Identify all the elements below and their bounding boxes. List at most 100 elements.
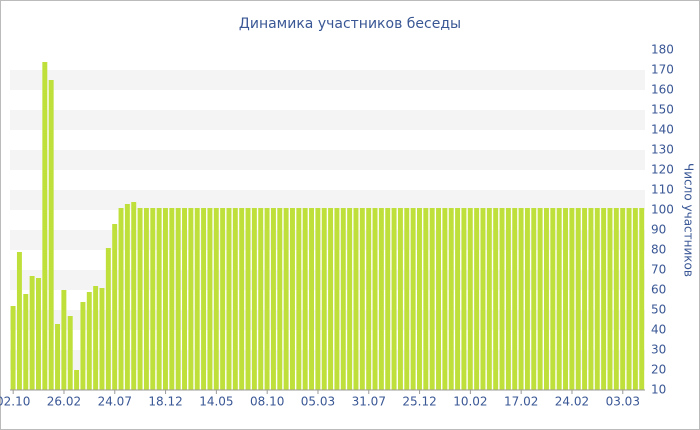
bar (16, 252, 22, 390)
y-tick-label: 100 (651, 203, 674, 217)
bar (201, 208, 207, 390)
grid-band (10, 310, 645, 330)
bar (99, 288, 105, 390)
bar (493, 208, 499, 390)
bar (74, 370, 80, 390)
bar (264, 208, 270, 390)
y-tick-label: 40 (651, 323, 666, 337)
bar (239, 208, 245, 390)
bar (556, 208, 562, 390)
bar (67, 316, 73, 390)
bar (531, 208, 537, 390)
bar (347, 208, 353, 390)
bar (86, 292, 92, 390)
x-tick-label: 03.03 (606, 395, 640, 409)
bar (334, 208, 340, 390)
bar (245, 208, 251, 390)
bar (366, 208, 372, 390)
bar (607, 208, 613, 390)
bar (353, 208, 359, 390)
y-tick-label: 160 (651, 83, 674, 97)
y-tick-label: 70 (651, 263, 666, 277)
bar (23, 294, 29, 390)
chart-title: Динамика участников беседы (239, 16, 461, 32)
bar (582, 208, 588, 390)
x-tick-label: 24.07 (98, 395, 132, 409)
grid-band (10, 150, 645, 170)
bar (283, 208, 289, 390)
bar (251, 208, 257, 390)
bar (340, 208, 346, 390)
bar (55, 324, 60, 390)
x-tick-label: 10.02 (453, 395, 487, 409)
y-tick-label: 140 (651, 123, 674, 137)
bar (499, 208, 505, 390)
y-tick-label: 170 (651, 63, 674, 77)
bar (372, 208, 378, 390)
bar (124, 204, 130, 390)
bar (410, 208, 416, 390)
bar (378, 208, 384, 390)
bar (391, 208, 397, 390)
bar (467, 208, 473, 390)
bar (226, 208, 232, 390)
bar (537, 208, 543, 390)
y-tick-label: 60 (651, 283, 666, 297)
bar (156, 208, 162, 390)
bar (461, 208, 467, 390)
grid-band (10, 350, 645, 370)
bar (61, 290, 67, 390)
bar (632, 208, 638, 390)
bar (417, 208, 422, 390)
bar (524, 208, 530, 390)
y-tick-label: 180 (651, 43, 674, 57)
bar (42, 62, 48, 390)
x-tick-label: 14.05 (199, 395, 233, 409)
bar (112, 224, 118, 390)
bar (315, 208, 321, 390)
y-tick-label: 80 (651, 243, 666, 257)
y-tick-label: 90 (651, 223, 666, 237)
y-tick-label: 150 (651, 103, 674, 117)
bar (302, 208, 308, 390)
bar (309, 208, 314, 390)
x-tick-label: 05.03 (301, 395, 335, 409)
bar (626, 208, 632, 390)
bar (436, 208, 441, 390)
x-tick-label: 17.02 (504, 395, 538, 409)
grid-band (10, 270, 645, 290)
bar (474, 208, 480, 390)
y-tick-label: 30 (651, 343, 666, 357)
bar (137, 208, 143, 390)
x-tick-label: 25.12 (402, 395, 436, 409)
bar (10, 306, 16, 390)
x-tick-label: 18.12 (148, 395, 182, 409)
y-tick-label: 130 (651, 143, 674, 157)
bar (544, 208, 549, 390)
bar (290, 208, 295, 390)
bar (213, 208, 219, 390)
bar (163, 208, 168, 390)
grid-band (10, 230, 645, 250)
bar (397, 208, 403, 390)
bar (194, 208, 200, 390)
y-axis-label: Число участников (682, 163, 696, 277)
x-tick-label: 26.02 (47, 395, 81, 409)
bar (613, 208, 619, 390)
y-tick-label: 10 (651, 383, 666, 397)
bar (232, 208, 238, 390)
bar (569, 208, 575, 390)
bar (207, 208, 213, 390)
bar (550, 208, 556, 390)
grid-band (10, 190, 645, 210)
bar (131, 202, 137, 390)
bar (486, 208, 492, 390)
bar (423, 208, 429, 390)
bar (188, 208, 194, 390)
bar (175, 208, 181, 390)
bar (48, 80, 54, 390)
bar (29, 276, 35, 390)
bar (594, 208, 600, 390)
bar (296, 208, 302, 390)
bar (328, 208, 334, 390)
